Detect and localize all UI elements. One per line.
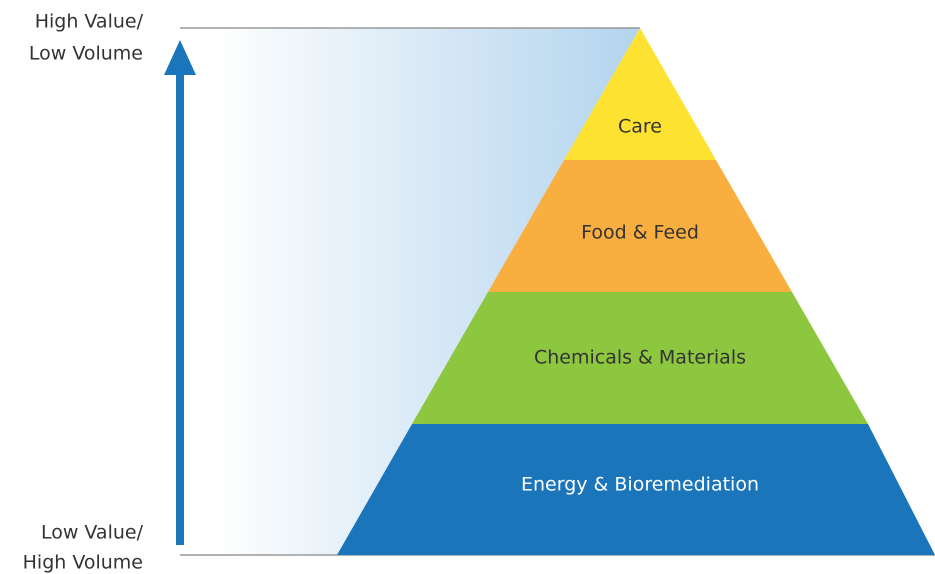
tier-energy [337,424,935,555]
tier-chemicals-materials [412,292,868,424]
axis-bottom-label: High Volume [23,552,143,574]
tier-label: Energy & Bioremediation [521,474,759,496]
axis-bottom-label: Low Value/ [41,522,144,544]
tier-label: Food & Feed [581,222,699,244]
tier-label: Chemicals & Materials [534,347,746,369]
value-gradient [190,28,640,555]
axis-top-label: High Value/ [35,11,144,33]
axis-top-label: Low Volume [29,43,143,65]
tier-care [564,28,716,160]
tier-food-feed [488,160,792,292]
value-arrow-head [164,40,196,75]
tier-label: Care [618,116,662,138]
